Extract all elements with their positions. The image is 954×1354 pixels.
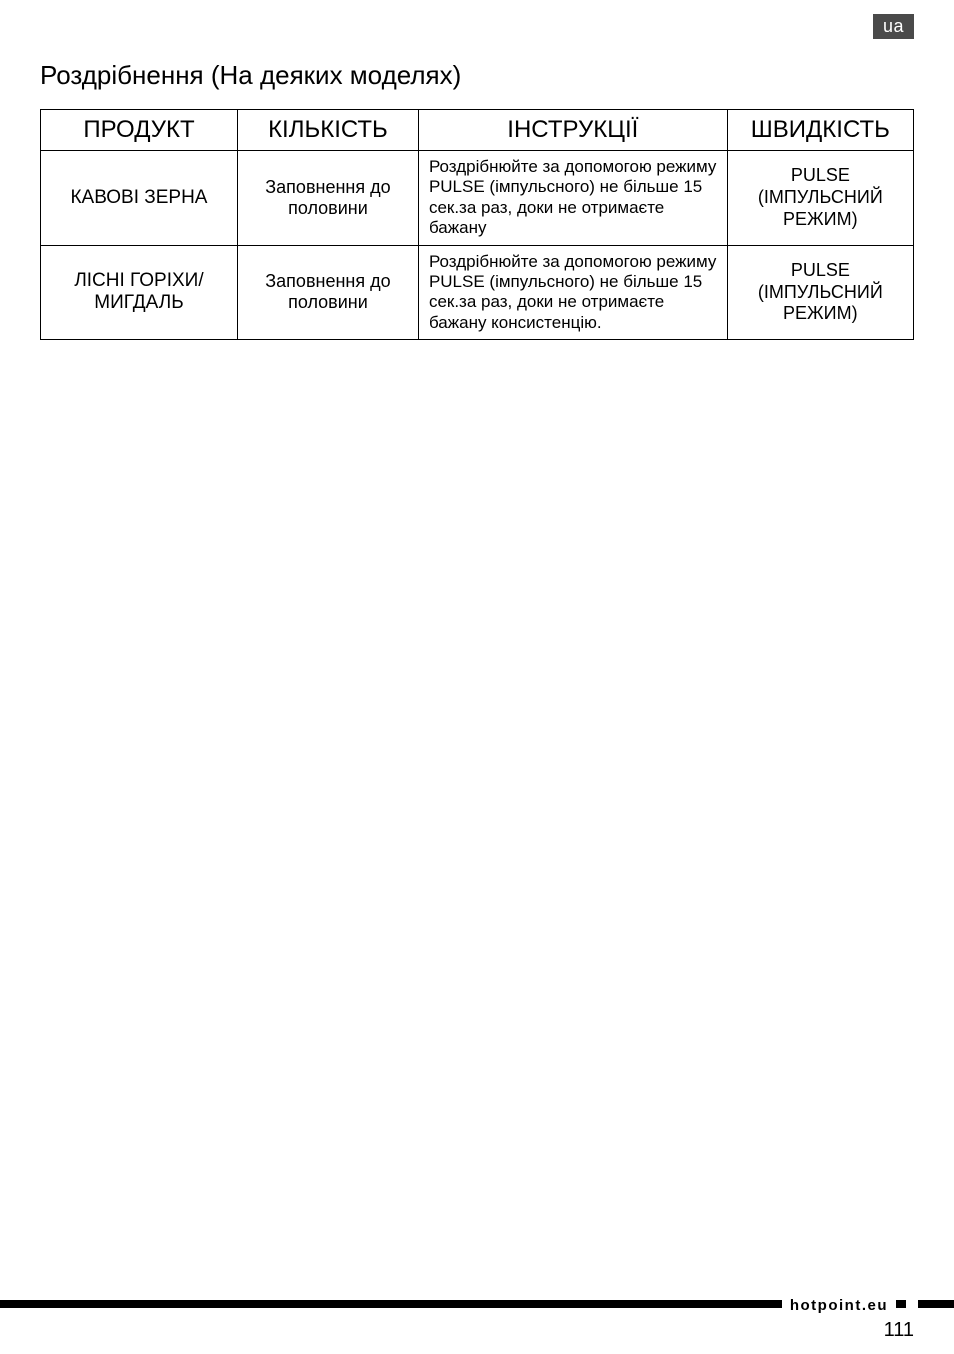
cell-product: КАВОВІ ЗЕРНА: [41, 151, 238, 246]
footer-bar-gap: [906, 1300, 918, 1308]
section-heading: Роздрібнення (На деяких моделях): [40, 60, 914, 91]
table-row: КАВОВІ ЗЕРНА Заповнення до половини Розд…: [41, 151, 914, 246]
cell-speed: PULSE (ІМПУЛЬСНИЙ РЕЖИМ): [727, 245, 913, 340]
col-header-product: ПРОДУКТ: [41, 110, 238, 151]
col-header-quantity: КІЛЬКІСТЬ: [237, 110, 418, 151]
cell-instructions: Роздрібнюйте за допомогою режиму PULSE (…: [418, 245, 727, 340]
col-header-speed: ШВИДКІСТЬ: [727, 110, 913, 151]
cell-speed: PULSE (ІМПУЛЬСНИЙ РЕЖИМ): [727, 151, 913, 246]
grinding-table: ПРОДУКТ КІЛЬКІСТЬ ІНСТРУКЦІЇ ШВИДКІСТЬ К…: [40, 109, 914, 340]
table-header-row: ПРОДУКТ КІЛЬКІСТЬ ІНСТРУКЦІЇ ШВИДКІСТЬ: [41, 110, 914, 151]
page-number: 111: [884, 1319, 914, 1342]
cell-quantity: Заповнення до половини: [237, 245, 418, 340]
table-row: ЛІСНІ ГОРІХИ/ МИГДАЛЬ Заповнення до поло…: [41, 245, 914, 340]
cell-instructions: Роздрібнюйте за допомогою режиму PULSE (…: [418, 151, 727, 246]
language-badge: ua: [873, 14, 914, 39]
cell-product: ЛІСНІ ГОРІХИ/ МИГДАЛЬ: [41, 245, 238, 340]
footer-brand: hotpoint.eu: [782, 1297, 896, 1314]
col-header-instructions: ІНСТРУКЦІЇ: [418, 110, 727, 151]
page-content: ua Роздрібнення (На деяких моделях) ПРОД…: [0, 0, 954, 340]
cell-quantity: Заповнення до половини: [237, 151, 418, 246]
